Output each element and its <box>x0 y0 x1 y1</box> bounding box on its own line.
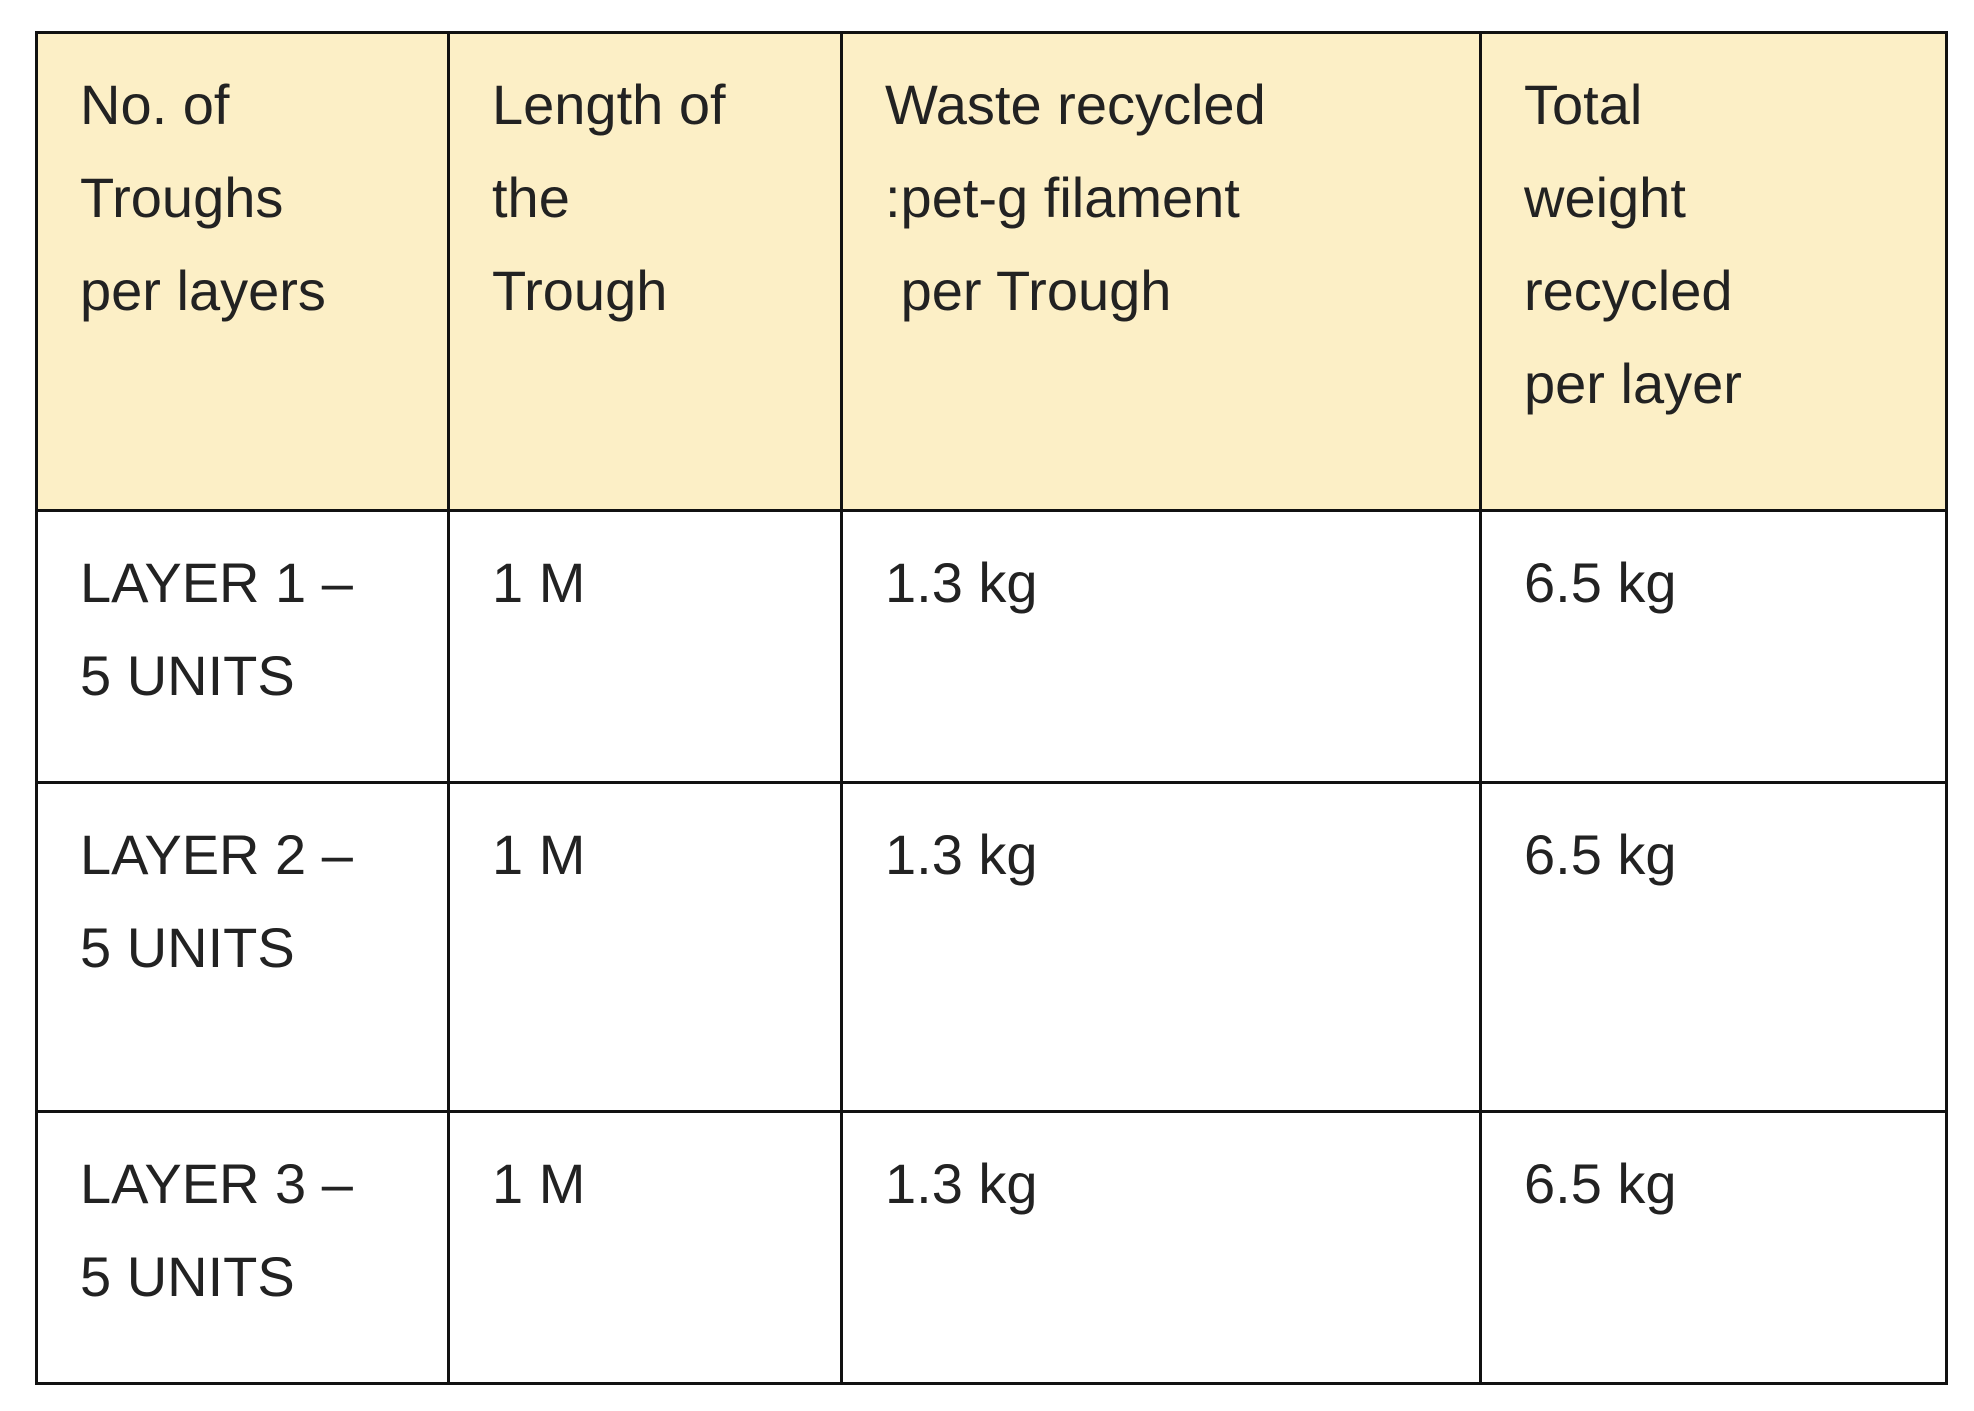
header-cell: Length of the Trough <box>447 31 843 512</box>
header-cell: Total weight recycled per layer <box>1479 31 1948 512</box>
table-cell: LAYER 1 – 5 UNITS <box>35 509 450 784</box>
table-row: LAYER 1 – 5 UNITS 1 M 1.3 kg 6.5 kg <box>35 509 1948 784</box>
header-cell: Waste recycled :pet-g filament per Troug… <box>840 31 1482 512</box>
table-cell: 1 M <box>447 509 843 784</box>
table-row: LAYER 2 – 5 UNITS 1 M 1.3 kg 6.5 kg <box>35 781 1948 1113</box>
table-cell: 6.5 kg <box>1479 1110 1948 1385</box>
table-cell: LAYER 2 – 5 UNITS <box>35 781 450 1113</box>
table-cell: 6.5 kg <box>1479 781 1948 1113</box>
header-row: No. of Troughs per layers Length of the T… <box>35 31 1948 512</box>
table-body: LAYER 1 – 5 UNITS 1 M 1.3 kg 6.5 kg LAYER 2 … <box>35 509 1948 1385</box>
data-table: No. of Troughs per layers Length of the T… <box>35 31 1948 1385</box>
table-row: LAYER 3 – 5 UNITS 1 M 1.3 kg 6.5 kg <box>35 1110 1948 1385</box>
table-cell: 6.5 kg <box>1479 509 1948 784</box>
header-cell: No. of Troughs per layers <box>35 31 450 512</box>
table-cell: LAYER 3 – 5 UNITS <box>35 1110 450 1385</box>
table-cell: 1.3 kg <box>840 781 1482 1113</box>
table-cell: 1.3 kg <box>840 509 1482 784</box>
table-cell: 1 M <box>447 1110 843 1385</box>
table-cell: 1 M <box>447 781 843 1113</box>
table-cell: 1.3 kg <box>840 1110 1482 1385</box>
